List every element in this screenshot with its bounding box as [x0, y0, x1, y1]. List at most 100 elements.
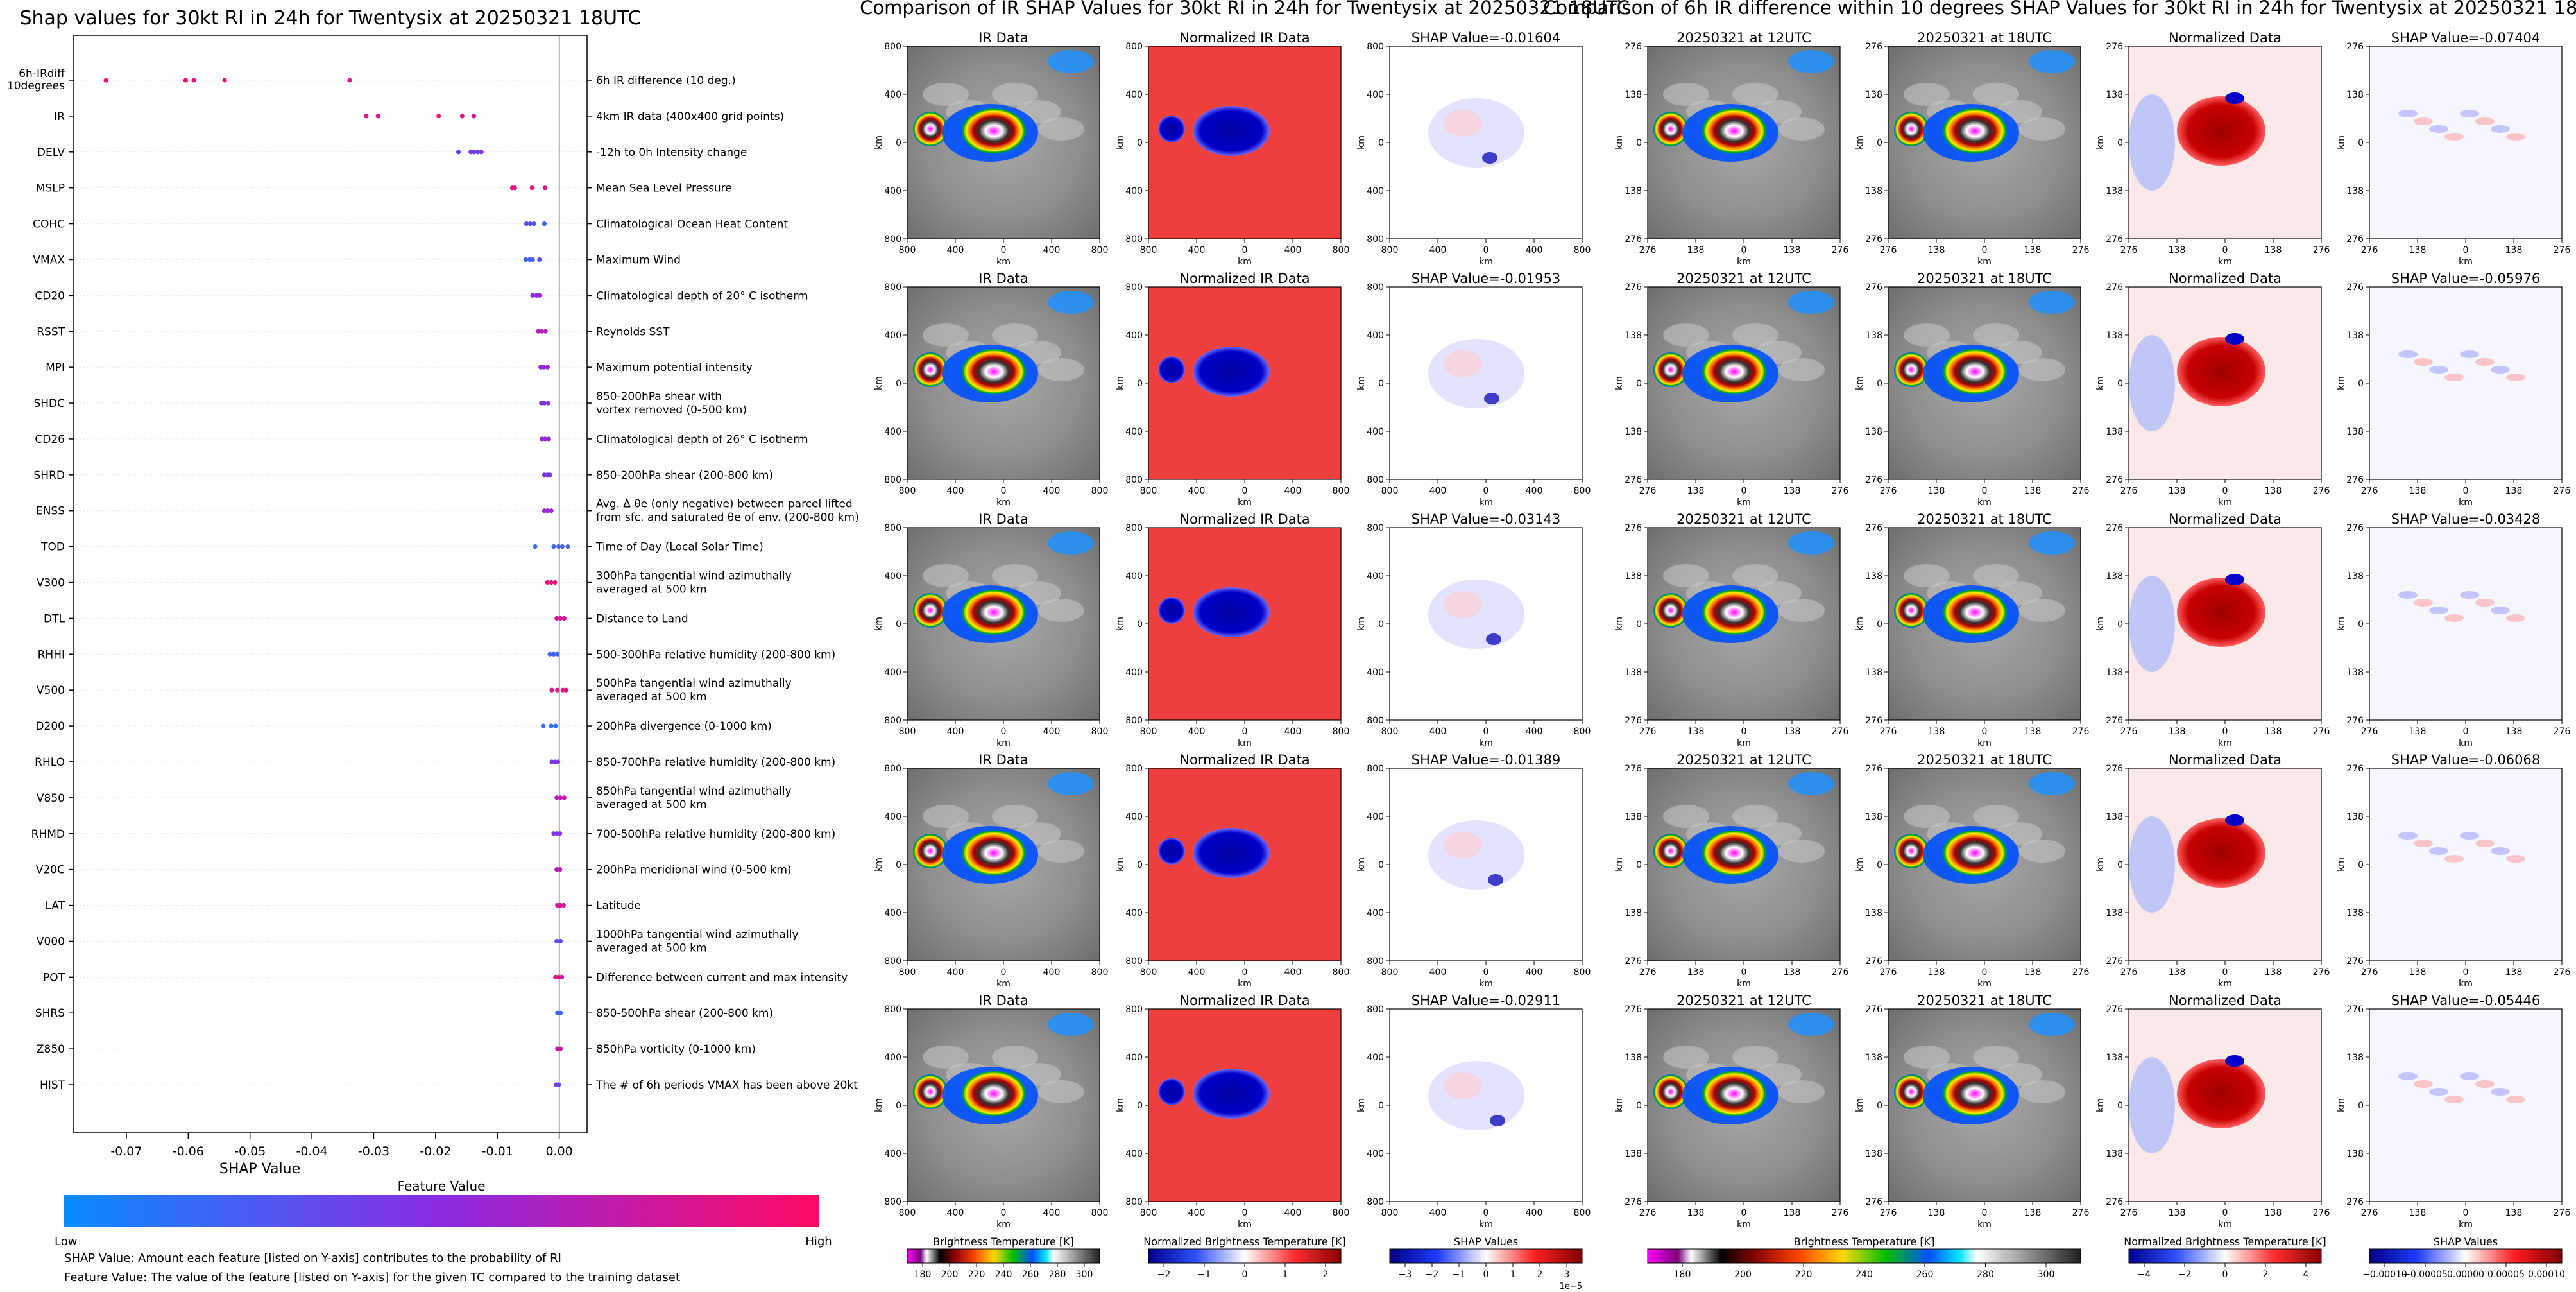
subplot-title: Normalized Data: [2169, 271, 2282, 286]
y-axis-label: km: [1115, 617, 1125, 631]
diff-shap-background: [2369, 768, 2562, 961]
colorbar-tick-label: 3: [1564, 1270, 1570, 1280]
diff-shap-speck: [2414, 1080, 2433, 1088]
x-axis-label: SHAP Value: [219, 1161, 300, 1177]
diff-shap-speck: [2429, 125, 2448, 133]
y-tick-label: 400: [1125, 1053, 1143, 1063]
convection-west: [913, 1074, 948, 1109]
y-tick-label: 138: [1865, 571, 1882, 581]
storm-core: [1702, 349, 1767, 395]
shap-point: [542, 221, 547, 227]
diff-shap-speck: [2460, 1072, 2479, 1080]
shap-point: [537, 293, 542, 298]
colorbar-tick-label: 220: [1795, 1270, 1813, 1280]
x-axis-label: km: [1479, 257, 1493, 267]
subplot-title: IR Data: [978, 993, 1028, 1008]
y-tick-label: 0: [2117, 138, 2123, 148]
shap-point: [475, 150, 480, 155]
diff-shap-speck: [2475, 358, 2495, 366]
x-tick-label: 0: [1741, 967, 1747, 978]
y-tick-label: 0: [1636, 1101, 1642, 1111]
y-tick-label: 276: [2346, 716, 2364, 726]
shap-point: [554, 616, 559, 621]
cloud-streak: [1038, 840, 1084, 863]
x-axis-label: km: [1479, 497, 1493, 508]
y-tick-label: 800: [1125, 523, 1143, 533]
feature-desc-label: 700-500hPa relative humidity (200-800 km…: [596, 828, 835, 841]
y-tick-label: 276: [2346, 42, 2364, 52]
feature-code-label: SHDC: [33, 397, 65, 410]
shap-point: [558, 1010, 563, 1015]
shap-point: [547, 651, 552, 657]
y-axis-label: km: [1855, 135, 1865, 150]
x-tick-label: 276: [2120, 967, 2138, 978]
x-axis-label: km: [2459, 738, 2473, 748]
y-tick-label: 138: [2106, 186, 2123, 196]
feature-desc-label: Maximum Wind: [596, 254, 681, 266]
cold-cloud-patch: [2029, 50, 2075, 73]
y-tick-label: 400: [1125, 908, 1143, 918]
y-tick-label: 800: [1125, 764, 1143, 774]
feature-desc-label: 4km IR data (400x400 grid points): [596, 110, 784, 123]
y-tick-label: 400: [1367, 1053, 1384, 1063]
y-tick-label: 276: [1865, 523, 1882, 533]
subplot-title: Normalized Data: [2169, 512, 2282, 527]
shap-point: [541, 365, 547, 370]
y-tick-label: 138: [2346, 186, 2364, 196]
y-tick-label: 800: [1367, 282, 1384, 293]
shap-point: [561, 902, 566, 908]
x-tick-label: 800: [1381, 245, 1399, 255]
feature-desc-label: 200hPa meridional wind (0-500 km): [596, 864, 792, 877]
shap-summary-panel: Shap values for 30kt RI in 24h for Twent…: [7, 7, 859, 1284]
subplot-title: SHAP Value=-0.06068: [2391, 752, 2541, 768]
x-tick-label: 800: [899, 1208, 916, 1218]
subplot-title: 20250321 at 18UTC: [1917, 993, 2052, 1008]
shap-point: [542, 185, 548, 191]
cold-cloud-patch: [1788, 291, 1834, 314]
y-tick-label: 138: [1625, 186, 1642, 196]
y-axis-label: km: [1356, 857, 1367, 872]
x-tick-label: 276: [1832, 967, 1849, 978]
shap-point: [536, 329, 541, 334]
x-tick-label: 276: [2313, 245, 2330, 255]
storm-core: [961, 1071, 1027, 1117]
x-tick-label: 400: [1429, 1208, 1447, 1218]
x-tick-label: 138: [2505, 245, 2523, 255]
colorbar: [1389, 1248, 1583, 1264]
feature-desc-label: Reynolds SST: [596, 325, 670, 338]
x-tick-label: 138: [2169, 245, 2186, 255]
y-tick-label: 138: [2346, 427, 2364, 437]
shap-point: [545, 508, 550, 513]
feature-code-label: D200: [35, 720, 65, 733]
colorbar-tick-label: 180: [1674, 1270, 1691, 1280]
y-tick-label: 138: [1625, 668, 1642, 678]
diff-norm-blue-spot: [2225, 92, 2244, 104]
y-tick-label: 0: [1877, 379, 1882, 389]
cold-cloud-patch: [1048, 531, 1094, 555]
colorbar-tick-label: −4: [2138, 1270, 2151, 1280]
y-tick-label: 138: [1865, 186, 1882, 196]
cloud-streak: [1663, 564, 1709, 587]
x-tick-label: 800: [899, 245, 916, 255]
y-tick-label: 800: [1125, 282, 1143, 293]
y-tick-label: 0: [1378, 619, 1384, 630]
colorbar-tick-label: −0.00010: [2362, 1270, 2407, 1280]
x-tick-label: 400: [947, 245, 964, 255]
cloud-streak: [1904, 1046, 1950, 1069]
x-axis-label: km: [2459, 257, 2473, 267]
y-tick-label: 400: [884, 186, 901, 196]
y-tick-label: 0: [1636, 138, 1642, 148]
y-tick-label: 400: [1125, 331, 1143, 341]
colorbar-tick-label: −2: [1426, 1270, 1439, 1280]
colorbar-offset: 1e−5: [1560, 1282, 1582, 1289]
cloud-streak: [1663, 83, 1709, 106]
x-tick-label: 138: [2024, 245, 2042, 255]
y-tick-label: 276: [2106, 234, 2123, 245]
x-tick-label: 400: [1284, 245, 1302, 255]
feature-desc-label: 850-200hPa shear (200-800 km): [596, 469, 773, 482]
shap-point: [523, 257, 529, 263]
convection-west: [1653, 352, 1688, 387]
x-tick-label: 0: [1741, 727, 1747, 737]
x-tick-label: 0: [1001, 1208, 1007, 1218]
x-tick-label: 276: [2072, 486, 2090, 496]
